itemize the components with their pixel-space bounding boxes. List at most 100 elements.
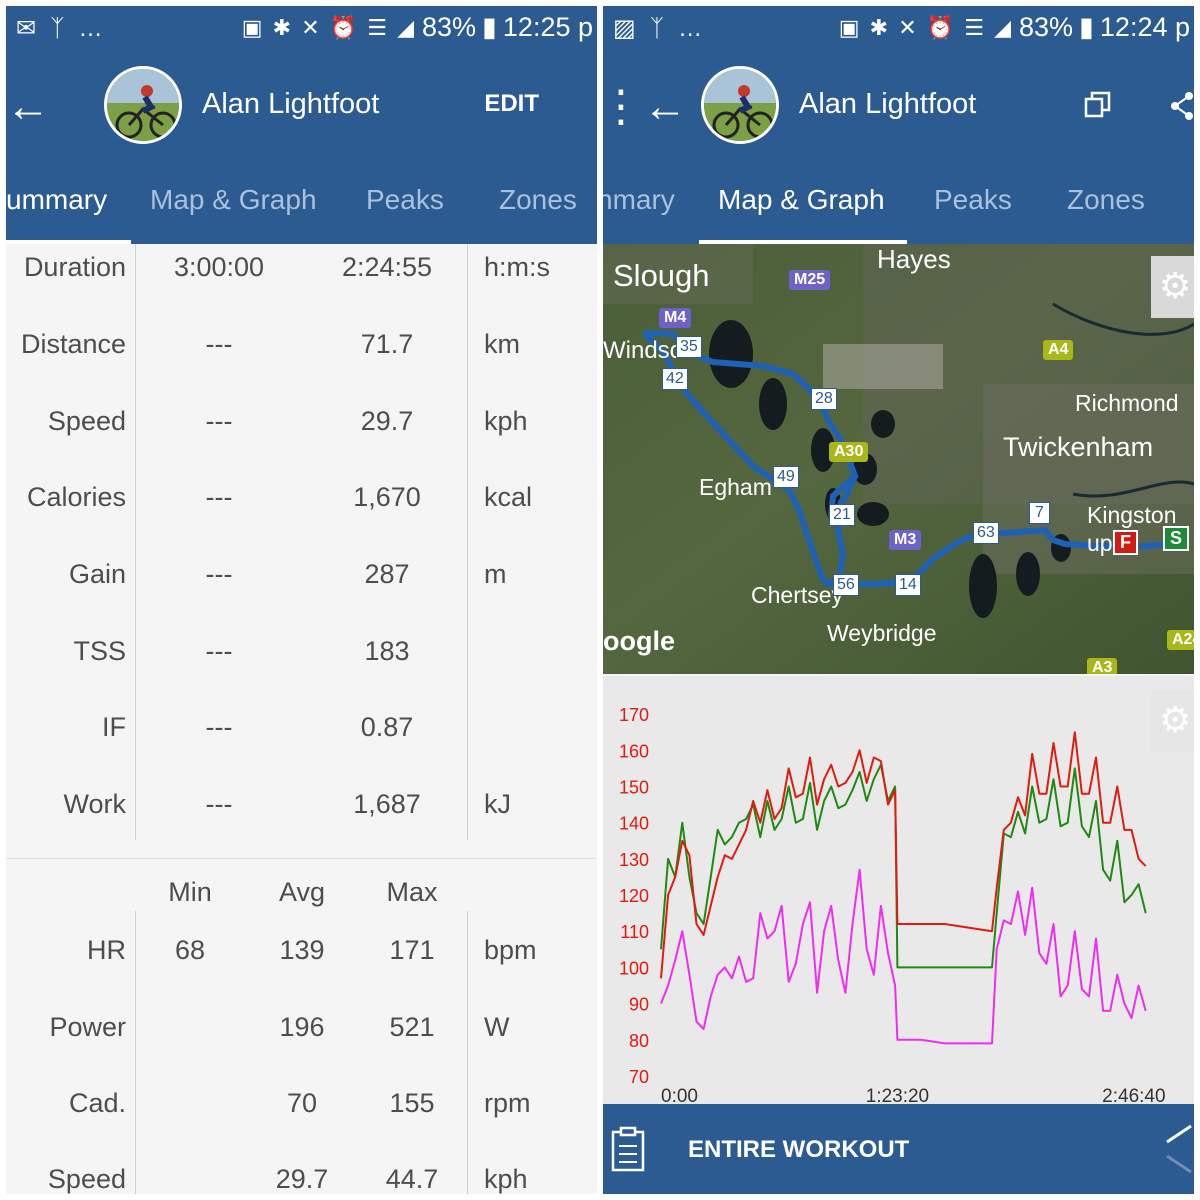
tab-zones[interactable]: Zones xyxy=(499,184,577,215)
y-tick-label: 110 xyxy=(620,922,649,942)
summary-row-label: Distance xyxy=(20,329,126,359)
map-graph-screen: ▨ ᛉ … ▣ ✱ ✕ ⏰ ☰ ◢ 83% ▮ 12:24 p ⋮← Alan … xyxy=(603,6,1194,1194)
tab-summary[interactable]: ummary xyxy=(6,184,108,215)
road-shield-m3: M3 xyxy=(889,530,922,550)
stats-row-label: HR xyxy=(87,935,126,965)
summary-row-label: TSS xyxy=(73,636,126,666)
avatar[interactable] xyxy=(701,66,779,144)
workout-graph[interactable]: 170 160 150 140 130 120 110 100 90 80 70 0:00 1:23:2… xyxy=(603,676,1194,1107)
finish-marker[interactable]: F xyxy=(1113,530,1138,555)
waypoint-marker[interactable]: 14 xyxy=(895,574,921,596)
tab-map-graph[interactable]: Map & Graph xyxy=(718,184,885,215)
summary-planned-value: --- xyxy=(205,329,233,359)
status-notification-icons: ▨ ᛉ … xyxy=(613,14,702,43)
summary-row-label: Work xyxy=(63,789,126,819)
tab-peaks[interactable]: Peaks xyxy=(366,184,444,215)
x-tick-label: 1:23:20 xyxy=(866,1086,929,1104)
summary-row-label: IF xyxy=(102,712,126,742)
summary-completed-value: 1,670 xyxy=(353,482,421,512)
summary-planned-value: --- xyxy=(205,406,233,436)
stats-header-avg: Avg xyxy=(278,877,326,907)
clock: 12:24 p xyxy=(1099,12,1190,42)
back-arrow-icon[interactable]: ← xyxy=(6,82,50,131)
tab-zones[interactable]: Zones xyxy=(1067,184,1145,215)
start-marker[interactable]: S xyxy=(1163,526,1190,551)
workout-tabs: ummary Map & Graph Peaks Zones xyxy=(6,162,597,244)
summary-planned-value: 3:00:00 xyxy=(173,252,265,282)
avatar[interactable] xyxy=(104,66,182,144)
road-shield-a3: A3 xyxy=(1087,658,1118,674)
stats-max-value: 521 xyxy=(389,1012,435,1042)
stats-avg-value: 29.7 xyxy=(275,1164,329,1194)
summary-unit: kJ xyxy=(484,789,511,819)
edit-button[interactable]: EDIT xyxy=(484,90,539,117)
waypoint-marker[interactable]: 28 xyxy=(811,388,837,410)
summary-row-label: Calories xyxy=(26,482,126,512)
back-arrow-icon[interactable]: ⋮← xyxy=(603,82,687,131)
summary-completed-value: 2:24:55 xyxy=(341,252,433,282)
x-tick-label: 0:00 xyxy=(661,1086,698,1104)
map-attribution: oogle xyxy=(603,626,675,656)
workout-tabs: nmary Map & Graph Peaks Zones xyxy=(603,162,1194,244)
map-label-chertsey: Chertsey xyxy=(751,582,844,608)
summary-row-label: Speed xyxy=(47,406,126,436)
summary-planned-value: --- xyxy=(205,559,233,589)
cyclist-photo xyxy=(704,69,776,141)
stats-avg-value: 70 xyxy=(286,1088,318,1118)
tab-summary[interactable]: nmary xyxy=(603,184,675,215)
copy-icon[interactable] xyxy=(1083,90,1113,120)
summary-completed-value: 287 xyxy=(364,559,410,589)
stats-unit: bpm xyxy=(484,935,537,965)
waypoint-marker[interactable]: 42 xyxy=(662,368,688,390)
road-shield-m25: M25 xyxy=(789,270,831,290)
waypoint-marker[interactable]: 49 xyxy=(773,466,799,488)
battery-icon: ▮ xyxy=(1079,12,1094,42)
summary-planned-value: --- xyxy=(205,636,233,666)
expand-handle-icon[interactable] xyxy=(1163,1124,1194,1174)
y-tick-label: 90 xyxy=(629,995,649,1015)
summary-planned-value: --- xyxy=(205,482,233,512)
waypoint-marker[interactable]: 56 xyxy=(833,574,859,596)
system-status-icons: ▣ ✱ ✕ ⏰ ☰ ◢ xyxy=(241,14,416,40)
waypoint-marker[interactable]: 7 xyxy=(1029,502,1050,524)
share-icon[interactable] xyxy=(1169,90,1194,122)
tab-map-graph[interactable]: Map & Graph xyxy=(150,184,317,215)
x-tick-label: 2:46:40 xyxy=(1102,1086,1165,1104)
summary-completed-value: 71.7 xyxy=(360,329,414,359)
summary-completed-value: 183 xyxy=(364,636,410,666)
status-bar: ▨ ᛉ … ▣ ✱ ✕ ⏰ ☰ ◢ 83% ▮ 12:24 p xyxy=(603,6,1194,52)
map-label-hayes: Hayes xyxy=(877,244,951,274)
tab-peaks[interactable]: Peaks xyxy=(934,184,1012,215)
map-settings-button[interactable]: ⚙ xyxy=(1151,256,1194,318)
stats-max-value: 171 xyxy=(389,935,435,965)
waypoint-marker[interactable]: 63 xyxy=(973,522,999,544)
mail-icon: ✉ xyxy=(16,15,37,42)
athlete-name: Alan Lightfoot xyxy=(799,88,977,120)
range-selector-bar[interactable]: ENTIRE WORKOUT xyxy=(603,1104,1194,1194)
cyclist-photo xyxy=(107,69,179,141)
y-tick-label: 70 xyxy=(629,1067,649,1087)
y-tick-label: 130 xyxy=(619,850,649,870)
summary-planned-value: --- xyxy=(205,789,233,819)
column-divider xyxy=(467,911,468,1194)
waypoint-marker[interactable]: 35 xyxy=(676,336,702,358)
waypoint-marker[interactable]: 21 xyxy=(829,504,855,526)
gear-icon: ⚙ xyxy=(1159,699,1192,740)
more-notifications-icon: … xyxy=(678,14,703,42)
y-tick-label: 170 xyxy=(619,705,649,725)
route-map[interactable]: Slough Hayes Windsor Richmond Twickenham… xyxy=(603,244,1194,674)
road-shield-m4: M4 xyxy=(659,308,692,328)
column-divider xyxy=(135,244,136,840)
battery-icon: ▮ xyxy=(482,12,497,42)
graph-settings-button[interactable]: ⚙ xyxy=(1151,690,1194,752)
summary-completed-value: 0.87 xyxy=(360,712,414,742)
more-notifications-icon: … xyxy=(78,14,103,42)
entire-workout-label[interactable]: ENTIRE WORKOUT xyxy=(688,1136,910,1163)
stats-row-label: Cad. xyxy=(68,1088,126,1118)
app-bar: ⋮← Alan Lightfoot xyxy=(603,52,1194,162)
stats-avg-value: 196 xyxy=(279,1012,325,1042)
active-tab-indicator xyxy=(699,240,907,244)
athlete-name: Alan Lightfoot xyxy=(202,88,380,120)
summary-unit: kcal xyxy=(484,482,533,512)
activity-icon: ᛉ xyxy=(649,14,665,42)
